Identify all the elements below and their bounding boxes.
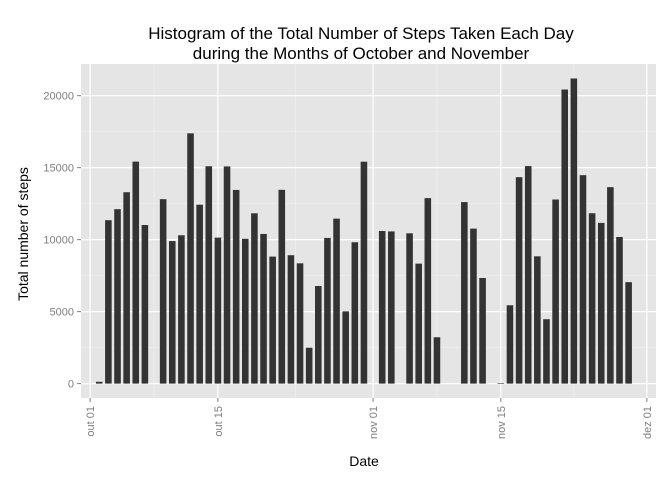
bar <box>351 242 359 384</box>
bar <box>579 175 587 384</box>
bar <box>497 383 505 384</box>
bar <box>552 199 559 384</box>
bar <box>342 311 349 384</box>
y-tick-label: 0 <box>68 379 74 391</box>
bar <box>515 177 523 384</box>
bar <box>178 235 185 384</box>
bar <box>543 319 550 384</box>
bar <box>333 218 340 384</box>
bar <box>242 238 249 384</box>
bar <box>269 256 276 384</box>
x-axis-title: Date <box>349 453 379 469</box>
bars <box>86 78 642 384</box>
bar <box>360 161 368 384</box>
bar <box>479 277 486 384</box>
major-gridlines <box>81 64 656 398</box>
bar <box>223 166 231 384</box>
chart-title-line-1: Histogram of the Total Number of Steps T… <box>148 24 574 43</box>
bar <box>141 225 149 384</box>
bar <box>168 241 176 384</box>
bar <box>625 282 632 384</box>
bar <box>324 237 331 384</box>
bar <box>506 305 514 384</box>
bar <box>415 263 422 384</box>
plot-panel <box>81 64 656 398</box>
bar <box>196 204 203 384</box>
y-axis-ticks: 0 5000 10000 15000 20000 <box>43 91 81 391</box>
bar <box>607 187 614 384</box>
bar <box>187 133 194 384</box>
bar <box>570 78 578 384</box>
bar <box>232 189 240 384</box>
bar <box>597 222 605 384</box>
bar <box>470 228 477 384</box>
bar <box>461 202 468 384</box>
x-tick-label: out 15 <box>213 406 225 437</box>
bar <box>114 209 121 384</box>
y-tick-label: 10000 <box>43 235 74 247</box>
bar <box>378 231 386 384</box>
bar <box>132 161 140 384</box>
bar <box>588 213 596 384</box>
bar <box>159 199 167 384</box>
x-tick-label: dez 01 <box>642 406 654 439</box>
bar <box>205 166 213 384</box>
bar <box>105 220 112 384</box>
y-tick-label: 15000 <box>43 163 74 175</box>
x-tick-label: nov 15 <box>496 406 508 439</box>
bar <box>123 192 130 384</box>
bar <box>424 198 432 384</box>
bar <box>287 255 295 384</box>
bar <box>214 237 222 384</box>
bar <box>296 263 304 384</box>
bar <box>406 233 413 384</box>
bar <box>561 89 569 384</box>
x-tick-label: out 01 <box>85 406 97 437</box>
bar <box>315 286 322 384</box>
bar <box>95 381 103 384</box>
chart-title-line-2: during the Months of October and Novembe… <box>193 44 530 63</box>
x-tick-label: nov 01 <box>368 406 380 439</box>
bar <box>260 233 267 384</box>
bar <box>388 231 395 384</box>
y-tick-label: 5000 <box>50 307 74 319</box>
bar <box>534 256 541 384</box>
bar <box>524 166 532 384</box>
y-axis-title: Total number of steps <box>15 167 31 301</box>
x-axis-ticks: out 01 out 15 nov 01 nov 15 dez 01 <box>85 398 654 439</box>
bar <box>616 237 623 384</box>
bar <box>278 189 286 384</box>
bar <box>251 213 258 384</box>
y-tick-label: 20000 <box>43 91 74 103</box>
bar <box>433 337 441 384</box>
bar <box>305 347 313 384</box>
